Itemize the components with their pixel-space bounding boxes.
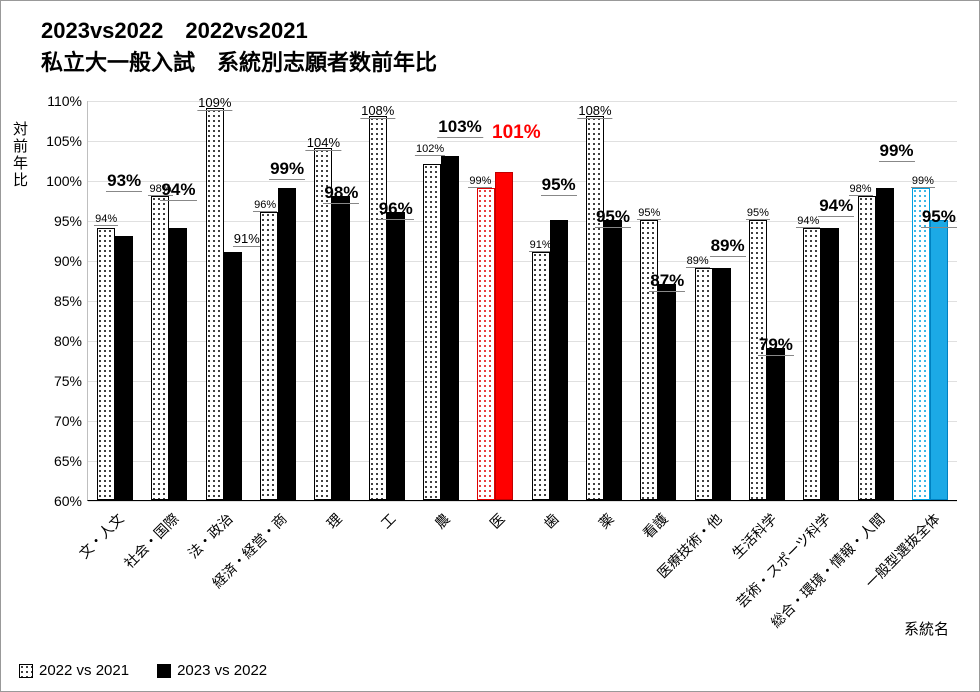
y-tick-label: 100%	[46, 173, 82, 189]
bar-2022vs2021: 94%	[97, 228, 115, 500]
data-label: 95%	[595, 207, 631, 228]
bar-group: 95%87%	[631, 101, 685, 500]
bar-group: 89%89%	[685, 101, 739, 500]
data-label: 99%	[911, 175, 935, 188]
bar-2022vs2021: 98%	[151, 196, 169, 500]
bars-area: 94%93%98%94%109%91%96%99%104%98%108%96%1…	[88, 101, 957, 500]
data-label: 94%	[796, 215, 820, 228]
bar-2022vs2021: 89%	[695, 268, 713, 500]
bar-2022vs2021: 109%	[206, 108, 224, 500]
bar-group: 98%94%	[142, 101, 196, 500]
bar-2023vs2022: 103%	[441, 156, 459, 500]
bar-group: 98%99%	[848, 101, 902, 500]
bar-2022vs2021: 91%	[532, 252, 550, 500]
legend-item-2022: 2022 vs 2021	[19, 662, 129, 679]
bar-group: 95%79%	[740, 101, 794, 500]
y-tick-label: 90%	[54, 253, 82, 269]
title-line-1: 2023vs2022 2022vs2021	[41, 13, 437, 45]
y-tick-label: 110%	[47, 93, 82, 109]
bar-group: 109%91%	[197, 101, 251, 500]
data-label: 109%	[197, 95, 232, 111]
data-label: 102%	[415, 143, 445, 156]
plot-area: 60%65%70%75%80%85%90%95%100%105%110%94%9…	[87, 101, 957, 501]
data-label: 99%	[468, 175, 492, 188]
bar-group: 94%94%	[794, 101, 848, 500]
bar-2022vs2021: 95%	[640, 220, 658, 500]
legend-label: 2023 vs 2022	[177, 662, 267, 679]
y-tick-label: 75%	[54, 373, 82, 389]
bar-group: 96%99%	[251, 101, 305, 500]
data-label: 98%	[849, 183, 873, 196]
y-tick-label: 60%	[54, 493, 82, 509]
bar-2023vs2022: 95%	[604, 220, 622, 500]
data-label: 87%	[649, 271, 685, 292]
bar-group: 91%95%	[523, 101, 577, 500]
bar-2022vs2021: 108%	[369, 116, 387, 500]
y-tick-label: 85%	[54, 293, 82, 309]
bar-group: 99%95%	[903, 101, 957, 500]
bar-2022vs2021: 99%	[912, 188, 930, 500]
bar-group: 108%95%	[577, 101, 631, 500]
data-label: 104%	[306, 135, 341, 151]
data-label: 95%	[746, 207, 770, 220]
data-label: 93%	[106, 171, 142, 192]
bar-2022vs2021: 98%	[858, 196, 876, 500]
bar-2023vs2022: 87%	[658, 284, 676, 500]
data-label: 95%	[637, 207, 661, 220]
bar-2023vs2022: 95%	[930, 220, 948, 500]
data-label: 96%	[378, 199, 414, 220]
legend-swatch-dotted	[19, 664, 33, 678]
bar-2023vs2022: 93%	[115, 236, 133, 500]
bar-2023vs2022: 99%	[876, 188, 894, 500]
chart-title: 2023vs2022 2022vs2021 私立大一般入試 系統別志願者数前年比	[41, 13, 437, 77]
legend: 2022 vs 2021 2023 vs 2022	[19, 662, 267, 679]
bar-group: 99%101%	[468, 101, 522, 500]
bar-2023vs2022: 91%	[224, 252, 242, 500]
title-line-2: 私立大一般入試 系統別志願者数前年比	[41, 45, 437, 77]
bar-2023vs2022: 94%	[169, 228, 187, 500]
data-label: 108%	[360, 103, 395, 119]
y-tick-label: 95%	[54, 213, 82, 229]
data-label: 95%	[921, 207, 957, 228]
data-label: 89%	[686, 255, 710, 268]
data-label: 79%	[758, 335, 794, 356]
bar-2022vs2021: 102%	[423, 164, 441, 500]
data-label: 108%	[577, 103, 612, 119]
bar-2023vs2022: 94%	[821, 228, 839, 500]
legend-swatch-solid	[157, 664, 171, 678]
y-axis-label: 対前年比	[9, 121, 30, 189]
y-tick-label: 105%	[46, 133, 82, 149]
y-tick-label: 80%	[54, 333, 82, 349]
data-label: 98%	[323, 183, 359, 204]
bar-group: 104% 98%	[305, 101, 359, 500]
chart-container: 2023vs2022 2022vs2021 私立大一般入試 系統別志願者数前年比…	[0, 0, 980, 692]
bar-group: 108%96%	[360, 101, 414, 500]
data-label: 99%	[269, 159, 305, 180]
data-label: 96%	[253, 199, 277, 212]
y-tick-label: 70%	[54, 413, 82, 429]
bar-2023vs2022: 89%	[713, 268, 731, 500]
bar-2022vs2021: 94%	[803, 228, 821, 500]
bar-2022vs2021: 99%	[477, 188, 495, 500]
data-label: 94%	[160, 180, 196, 201]
bar-2023vs2022: 101%	[495, 172, 513, 500]
legend-item-2023: 2023 vs 2022	[157, 662, 267, 679]
bar-2023vs2022: 98%	[332, 196, 350, 500]
data-label: 95%	[541, 175, 577, 196]
bar-2022vs2021: 96%	[260, 212, 278, 500]
gridline	[88, 501, 957, 502]
bar-2023vs2022: 79%	[767, 348, 785, 500]
bar-2022vs2021: 108%	[586, 116, 604, 500]
bar-2022vs2021: 95%	[749, 220, 767, 500]
bar-group: 102%103%	[414, 101, 468, 500]
y-tick-label: 65%	[54, 453, 82, 469]
legend-label: 2022 vs 2021	[39, 662, 129, 679]
x-axis-title: 系統名	[904, 618, 949, 639]
bar-2023vs2022: 96%	[387, 212, 405, 500]
bar-group: 94%93%	[88, 101, 142, 500]
data-label: 94%	[94, 213, 118, 226]
bar-2023vs2022: 99%	[278, 188, 296, 500]
bar-2023vs2022: 95%	[550, 220, 568, 500]
